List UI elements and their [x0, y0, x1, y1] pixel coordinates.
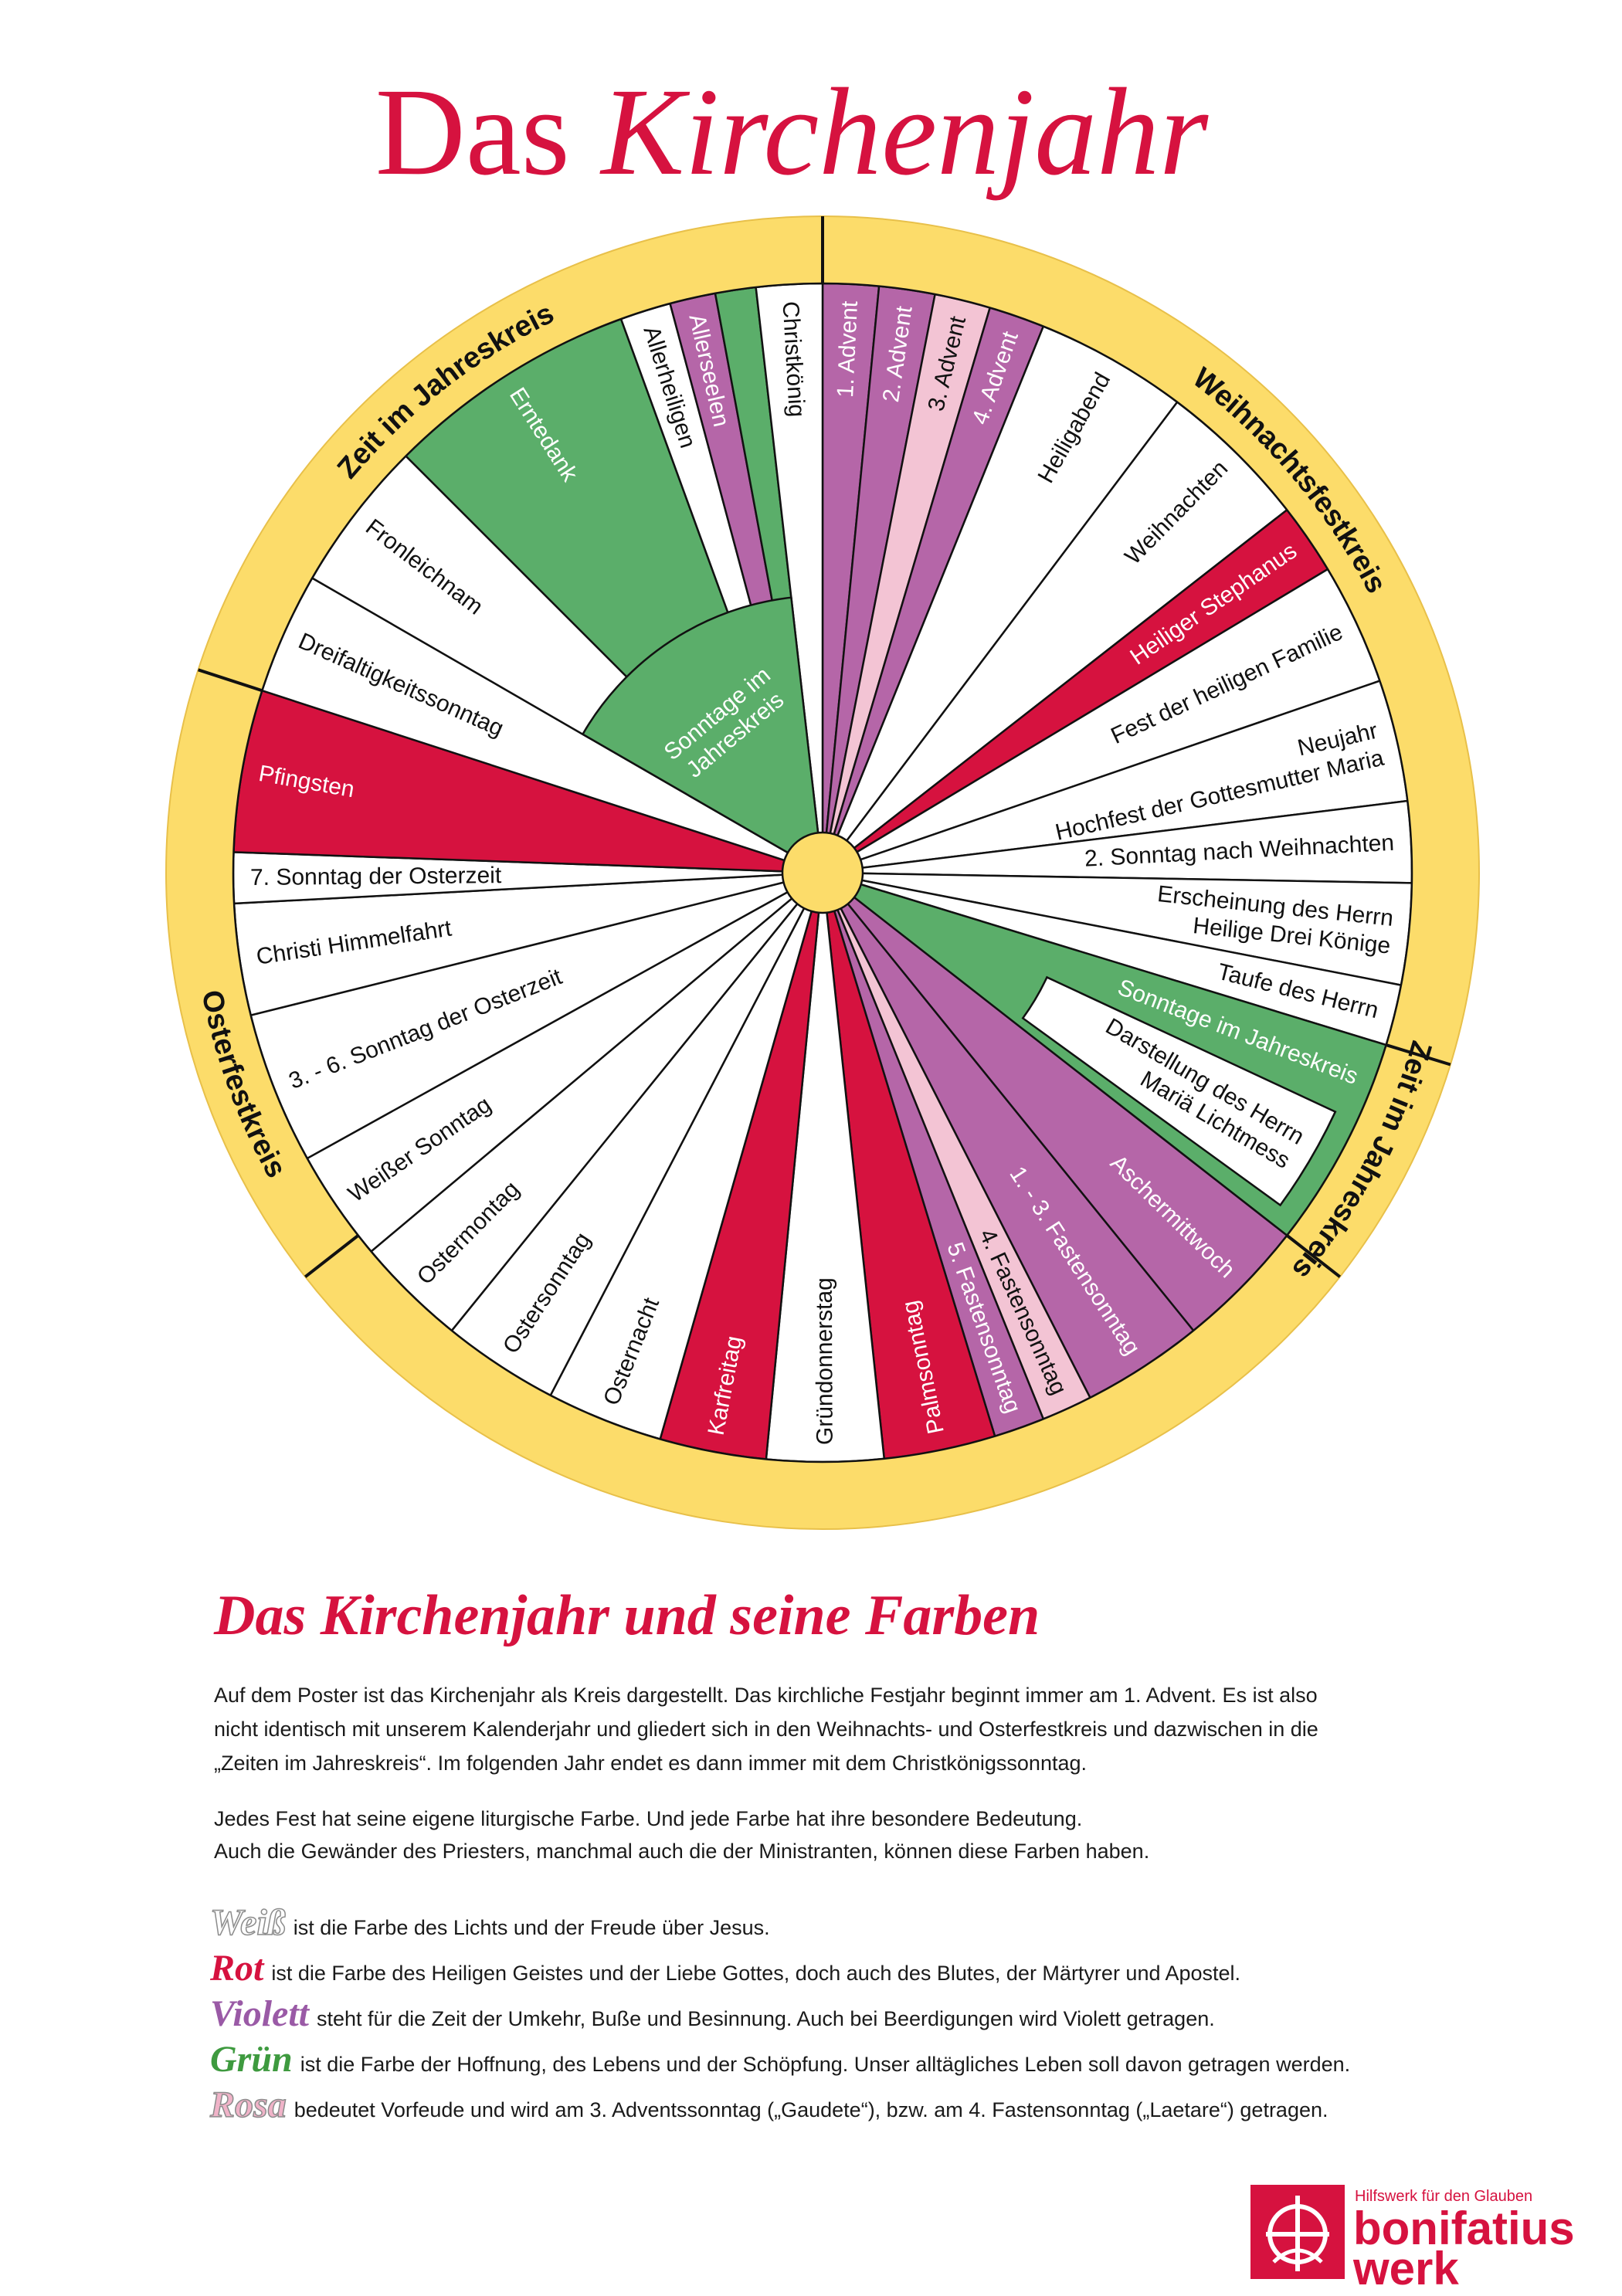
wedge-label-line: Gründonnerstag [812, 1277, 838, 1445]
logo-name: bonifatius [1353, 2203, 1575, 2254]
hub [781, 831, 864, 914]
wheel-graphic: Das Kirchenjahr 1. Advent 2. Advent 3. Adv… [165, 63, 1480, 1530]
color-text: ist die Farbe der Hoffnung, des Lebens u… [300, 2053, 1351, 2076]
color-word: Violett [210, 1993, 310, 2034]
wedge-label-line: 7. Sonntag der Osterzeit [250, 863, 502, 890]
color-row: Rosa bedeutet Vorfeude und wird am 3. Adv… [209, 2084, 1328, 2126]
wedge-label: 1. Advent [833, 300, 863, 398]
section-heading: Das Kirchenjahr und seine Farben [214, 1584, 1040, 1647]
color-word: Grün [210, 2039, 293, 2080]
paragraph-line: Auch die Gewänder des Priesters, manchma… [214, 1840, 1150, 1863]
wedge-label: 7. Sonntag der Osterzeit [250, 863, 502, 890]
color-text: steht für die Zeit der Umkehr, Buße und … [317, 2007, 1215, 2030]
wedge-label-line: 1. Advent [833, 300, 863, 398]
paragraph-line: Jedes Fest hat seine eigene liturgische … [214, 1807, 1083, 1830]
color-text: bedeutet Vorfeude und wird am 3. Advents… [294, 2098, 1328, 2121]
inner-area [581, 596, 824, 875]
title-regular: Das [375, 63, 570, 202]
wedge-label: Gründonnerstag [812, 1277, 838, 1445]
color-text: ist die Farbe des Lichts und der Freude … [293, 1916, 770, 1939]
logo-mark [1250, 2185, 1345, 2279]
inset-area [1021, 975, 1337, 1207]
color-row: Weiß ist die Farbe des Lichts und der Fre… [209, 1901, 770, 1944]
ring-divider [1286, 1234, 1342, 1278]
color-word: Weiß [209, 1901, 286, 1944]
color-text: ist die Farbe des Heiligen Geistes und d… [271, 1962, 1241, 1985]
paragraph-line: „Zeiten im Jahreskreis“. Im folgenden Ja… [214, 1752, 1087, 1775]
ring-divider [197, 668, 263, 693]
color-word: Rot [210, 1948, 264, 1989]
logo-name: werk [1353, 2243, 1459, 2294]
paragraph-line: Auf dem Poster ist das Kirchenjahr als K… [214, 1684, 1318, 1707]
color-row: Grün ist die Farbe der Hoffnung, des Lebe… [210, 2038, 1350, 2081]
logo-tagline: Hilfswerk für den Glauben [1355, 2188, 1533, 2205]
logo-arc [1272, 2248, 1323, 2264]
ring-divider [304, 1234, 359, 1278]
title-italic: Kirchenjahr [599, 63, 1209, 202]
ring-divider [1386, 1043, 1451, 1067]
color-row: Rot ist die Farbe des Heiligen Geistes un… [210, 1947, 1240, 1989]
title: Das Kirchenjahr [375, 63, 1209, 202]
color-word: Rosa [209, 2084, 287, 2126]
paragraph-line: nicht identisch mit unserem Kalenderjahr… [214, 1718, 1318, 1741]
color-row: Violett steht für die Zeit der Umkehr, Bu… [210, 1992, 1215, 2035]
